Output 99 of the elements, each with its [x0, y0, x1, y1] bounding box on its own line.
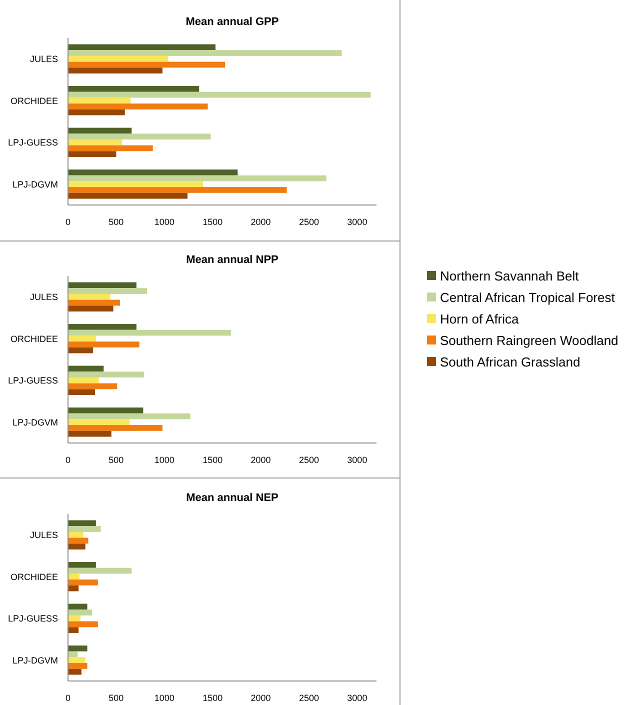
bar	[68, 128, 132, 134]
bar	[68, 646, 88, 652]
x-tick-label: 2500	[298, 217, 320, 227]
bar	[68, 56, 168, 62]
bar	[68, 580, 98, 586]
bar	[68, 192, 188, 199]
x-tick-label: 1500	[202, 455, 223, 465]
y-tick-label: LPJ-GUESS	[8, 138, 58, 148]
bar	[68, 175, 326, 182]
bar	[68, 389, 95, 395]
bar	[68, 50, 342, 56]
legend-label: Northern Savannah Belt	[440, 268, 580, 284]
x-tick-label: 500	[108, 217, 124, 227]
bar	[68, 324, 136, 330]
bar	[68, 544, 86, 550]
x-tick-label: 1500	[202, 693, 223, 703]
y-tick-label: LPJ-DGVM	[12, 179, 58, 190]
bar	[68, 187, 287, 193]
x-tick-label: 3000	[347, 693, 368, 703]
bar	[68, 532, 84, 538]
chart-title: Mean annual GPP	[186, 16, 279, 28]
bar	[68, 139, 122, 146]
bar	[68, 300, 120, 306]
bar	[68, 627, 79, 633]
bar	[68, 44, 216, 50]
bar	[68, 668, 82, 675]
x-tick-label: 3000	[347, 455, 368, 465]
legend-label: South African Grassland	[440, 354, 580, 370]
x-tick-label: 3000	[347, 217, 368, 227]
bar	[68, 621, 98, 628]
bar	[68, 288, 148, 294]
y-tick-label: ORCHIDEE	[10, 96, 58, 106]
bar	[68, 604, 88, 610]
y-tick-label: LPJ-DGVM	[12, 655, 58, 666]
bar	[68, 62, 226, 68]
bar	[68, 413, 190, 420]
x-tick-label: 1000	[154, 217, 174, 227]
bar	[68, 347, 94, 354]
bar	[68, 568, 132, 574]
x-tick-label: 500	[108, 693, 124, 703]
chart-title: Mean annual NPP	[186, 254, 278, 266]
bar	[68, 181, 203, 188]
bar	[68, 408, 144, 414]
bar	[68, 366, 104, 372]
x-tick-label: 0	[65, 217, 71, 227]
bar	[68, 104, 208, 110]
legend-label: Central African Tropical Forest	[440, 290, 616, 306]
y-tick-label: JULES	[30, 54, 58, 64]
y-tick-label: ORCHIDEE	[10, 572, 58, 582]
bar	[68, 538, 88, 544]
legend-label: Southern Raingreen Woodland	[440, 333, 618, 348]
y-tick-label: JULES	[30, 530, 58, 540]
x-tick-label: 500	[108, 455, 124, 465]
bar	[68, 86, 200, 92]
bar	[68, 383, 118, 390]
bar	[68, 342, 140, 348]
bar	[68, 377, 99, 384]
bar	[68, 151, 116, 157]
bar	[68, 615, 81, 622]
bar	[68, 145, 153, 152]
y-tick-label: LPJ-GUESS	[8, 376, 58, 386]
bar	[68, 134, 211, 140]
bar	[68, 663, 88, 669]
chart-title: Mean annual NEP	[186, 492, 278, 504]
bar	[68, 109, 125, 116]
bar	[68, 336, 96, 342]
bar	[68, 68, 162, 74]
legend-label: Horn of Africa	[440, 312, 520, 327]
bar	[68, 170, 238, 176]
y-tick-label: ORCHIDEE	[10, 334, 58, 344]
x-tick-label: 2500	[298, 693, 320, 703]
x-tick-label: 2000	[250, 217, 271, 227]
bar	[68, 98, 131, 104]
x-tick-label: 2000	[250, 455, 271, 465]
bar	[68, 330, 231, 336]
bar	[68, 526, 101, 532]
bar	[68, 419, 130, 426]
bar	[68, 294, 110, 300]
x-tick-label: 1000	[154, 455, 174, 465]
x-tick-label: 0	[65, 455, 71, 465]
bar	[68, 574, 80, 580]
x-tick-label: 2000	[250, 693, 271, 703]
bar	[68, 425, 162, 431]
x-tick-label: 2500	[298, 455, 320, 465]
bar	[68, 657, 86, 664]
bar	[68, 430, 112, 437]
bar	[68, 520, 96, 526]
x-tick-label: 0	[65, 693, 71, 703]
x-tick-label: 1000	[154, 693, 174, 703]
x-tick-label: 1500	[202, 217, 223, 227]
bar	[68, 372, 144, 378]
bar	[68, 610, 92, 616]
y-tick-label: LPJ-GUESS	[8, 614, 58, 624]
y-tick-label: JULES	[30, 292, 58, 302]
bar	[68, 562, 96, 568]
bar	[68, 306, 114, 312]
y-tick-label: LPJ-DGVM	[12, 417, 58, 428]
bar	[68, 282, 136, 288]
bar	[68, 92, 371, 98]
